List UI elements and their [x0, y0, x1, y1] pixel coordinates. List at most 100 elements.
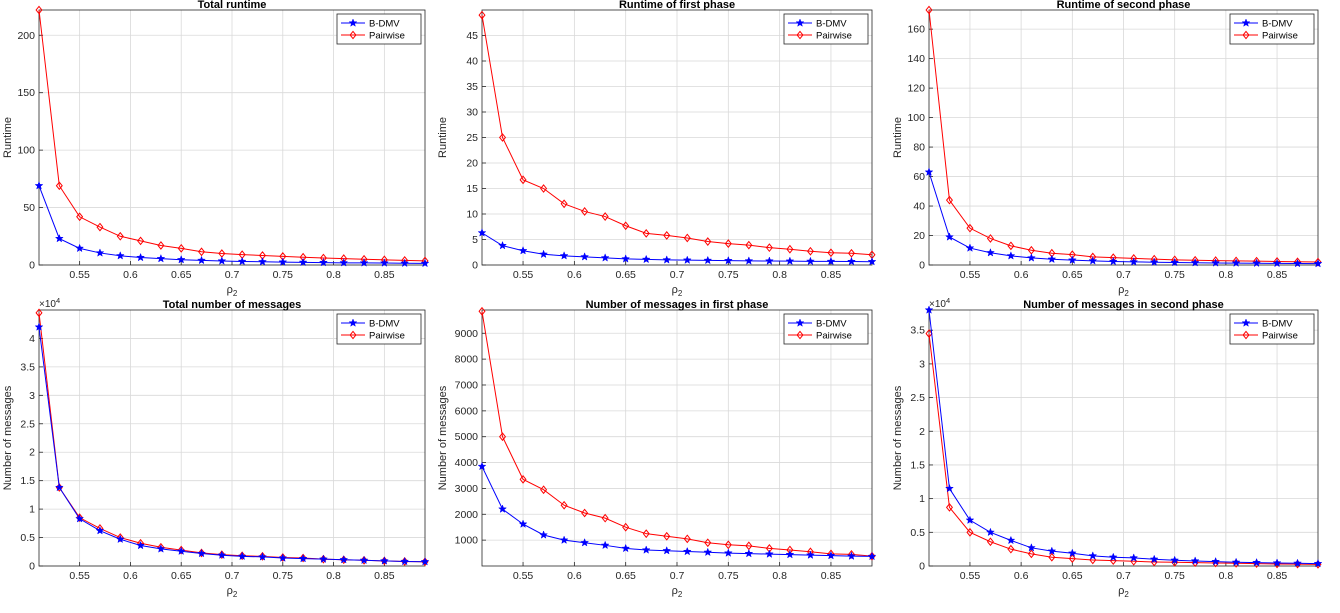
data-point — [945, 195, 953, 205]
data-point — [339, 258, 349, 267]
data-point — [723, 548, 733, 557]
data-point — [642, 529, 650, 539]
y-tick-label: 5000 — [455, 431, 479, 443]
data-point — [54, 233, 64, 243]
data-point — [683, 534, 691, 544]
y-tick-label: 4000 — [455, 457, 479, 469]
y-tick-label: 1 — [29, 504, 35, 516]
data-point — [1170, 555, 1180, 565]
data-point — [965, 515, 975, 525]
data-point — [318, 554, 328, 563]
y-axis-exponent: ×104 — [39, 296, 60, 310]
data-point — [1211, 556, 1221, 566]
data-point — [217, 256, 227, 265]
data-point — [1149, 257, 1159, 267]
series-line — [481, 466, 873, 557]
data-point — [1129, 257, 1139, 266]
chart-title: Number of messages in first phase — [586, 299, 769, 311]
data-point — [75, 243, 85, 253]
data-point — [944, 232, 954, 241]
data-point — [1129, 553, 1139, 562]
data-point — [622, 221, 630, 231]
data-point — [400, 258, 410, 268]
y-tick-label: 0 — [919, 260, 925, 272]
data-point — [498, 240, 508, 250]
data-point — [826, 256, 836, 266]
y-tick-label: 2.5 — [910, 392, 925, 404]
data-point — [518, 519, 528, 528]
legend-label: B-DMV — [816, 319, 847, 330]
y-tick-label: 3 — [919, 358, 925, 370]
data-point — [478, 10, 486, 20]
data-point — [1026, 253, 1036, 262]
y-tick-label: 50 — [23, 202, 35, 214]
data-point — [35, 308, 43, 318]
legend-marker-diamond — [1242, 30, 1250, 40]
data-point — [1293, 558, 1303, 568]
data-point — [827, 248, 835, 258]
y-tick-label: 20 — [466, 158, 478, 170]
y-tick-label: 80 — [913, 142, 925, 154]
series-line — [38, 185, 426, 264]
series-b-dmv — [477, 228, 877, 266]
data-point — [379, 556, 389, 565]
y-tick-label: 1.5 — [20, 475, 35, 487]
y-tick-label: 0.5 — [20, 532, 35, 544]
x-tick-label: 0.65 — [615, 570, 636, 582]
data-point — [641, 254, 651, 264]
data-point — [723, 255, 733, 265]
data-point — [198, 247, 206, 257]
x-tick-label: 0.65 — [1062, 269, 1083, 281]
series-b-dmv — [34, 322, 430, 566]
data-point — [986, 234, 994, 243]
x-axis-label: ρ2 — [672, 585, 683, 599]
y-tick-label: 20 — [913, 230, 925, 242]
data-point — [622, 522, 630, 532]
y-tick-label: 40 — [466, 56, 478, 68]
data-point — [257, 552, 267, 561]
data-point — [420, 258, 430, 268]
data-point — [477, 228, 487, 237]
x-tick-label: 0.85 — [821, 269, 842, 281]
data-point — [157, 241, 165, 250]
data-point — [197, 255, 207, 265]
data-point — [1108, 552, 1118, 562]
data-point — [1088, 256, 1098, 265]
data-point — [218, 550, 226, 560]
x-tick-label: 0.65 — [171, 269, 192, 281]
data-point — [359, 555, 369, 565]
chart-panel: 0.55 0.6 0.65 0.7 0.75 0.8 0.85 1000 2000 3000 400… — [437, 299, 877, 599]
data-point — [663, 231, 671, 240]
data-point — [945, 502, 953, 512]
chart-title: Runtime of second phase — [1057, 0, 1191, 11]
y-tick-label: 0.5 — [910, 527, 925, 539]
y-tick-label: 9000 — [455, 328, 479, 340]
data-point — [985, 248, 995, 257]
data-point — [176, 546, 186, 556]
legend-marker-star — [795, 318, 805, 327]
data-point — [34, 322, 44, 331]
x-tick-label: 0.55 — [960, 269, 981, 281]
data-point — [279, 553, 287, 562]
legend-box — [336, 313, 422, 345]
data-point — [1313, 558, 1323, 568]
data-point — [136, 540, 146, 550]
series-line — [481, 15, 873, 256]
x-tick-label: 0.75 — [1164, 269, 1185, 281]
data-point — [1272, 258, 1282, 268]
y-axis-label: Number of messages — [892, 385, 904, 490]
legend-marker-star — [795, 18, 805, 27]
y-axis-label: Runtime — [2, 117, 14, 158]
data-point — [278, 257, 288, 266]
x-tick-label: 0.75 — [718, 269, 739, 281]
data-point — [156, 544, 166, 553]
data-point — [621, 543, 631, 553]
data-point — [580, 538, 590, 547]
y-tick-label: 140 — [907, 53, 925, 65]
data-point — [621, 254, 631, 263]
data-point — [682, 546, 692, 556]
x-tick-label: 0.65 — [171, 570, 192, 582]
y-tick-label: 0 — [29, 561, 35, 573]
data-point — [539, 530, 549, 539]
